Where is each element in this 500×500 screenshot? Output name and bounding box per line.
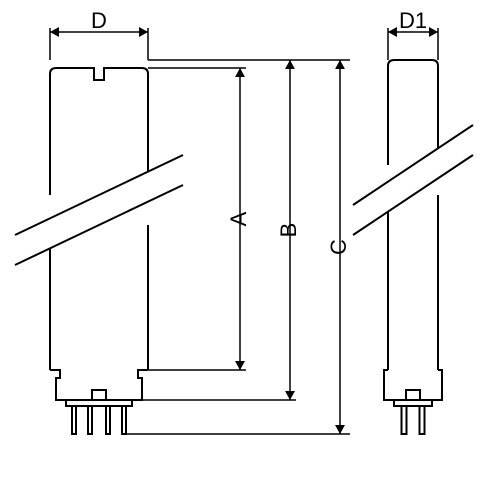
- dim-C-label: C: [326, 239, 351, 255]
- dim-D1-label: D1: [399, 8, 427, 33]
- left-pin-1: [72, 406, 76, 434]
- left-lamp-base: [50, 370, 148, 400]
- right-lamp-tube-top: [388, 60, 438, 165]
- lamp-dimension-diagram: D D1 A B C: [0, 0, 500, 500]
- left-lamp-tube-top: [50, 68, 148, 195]
- right-lamp-tube-bottom: [388, 195, 438, 370]
- left-pin-4: [122, 406, 126, 434]
- dim-B-label: B: [276, 223, 301, 238]
- left-pin-2: [88, 406, 92, 434]
- right-lamp-base: [384, 370, 442, 400]
- dim-A-label: A: [226, 211, 251, 226]
- right-pin-1: [402, 406, 407, 434]
- right-break-mask: [353, 125, 473, 235]
- right-pin-2: [420, 406, 425, 434]
- left-lamp-tube-bottom: [50, 225, 148, 370]
- dim-D-label: D: [91, 8, 107, 33]
- right-lamp-plate: [394, 400, 432, 406]
- left-break-mask: [15, 155, 183, 265]
- left-pin-3: [106, 406, 110, 434]
